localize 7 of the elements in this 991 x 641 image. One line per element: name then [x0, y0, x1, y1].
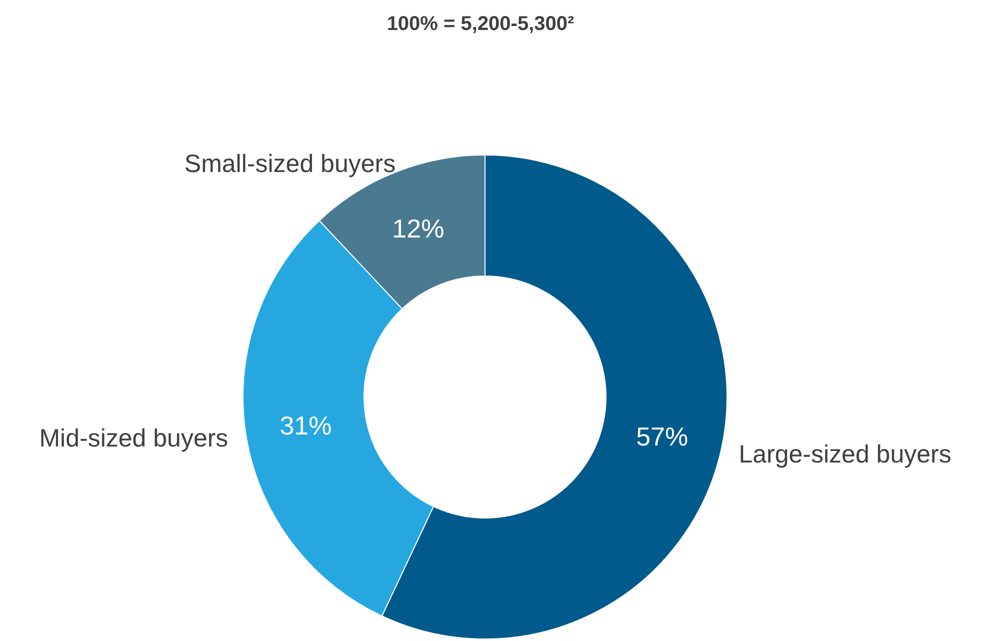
chart-title: 100% = 5,200-5,300²	[386, 13, 575, 35]
data-label: 57%	[636, 422, 688, 452]
slice-label: Mid-sized buyers	[39, 424, 228, 452]
data-label: 31%	[280, 410, 332, 440]
data-label: 12%	[392, 213, 444, 244]
slice-label: Small-sized buyers	[184, 150, 396, 178]
slice-label: Large-sized buyers	[738, 440, 952, 468]
